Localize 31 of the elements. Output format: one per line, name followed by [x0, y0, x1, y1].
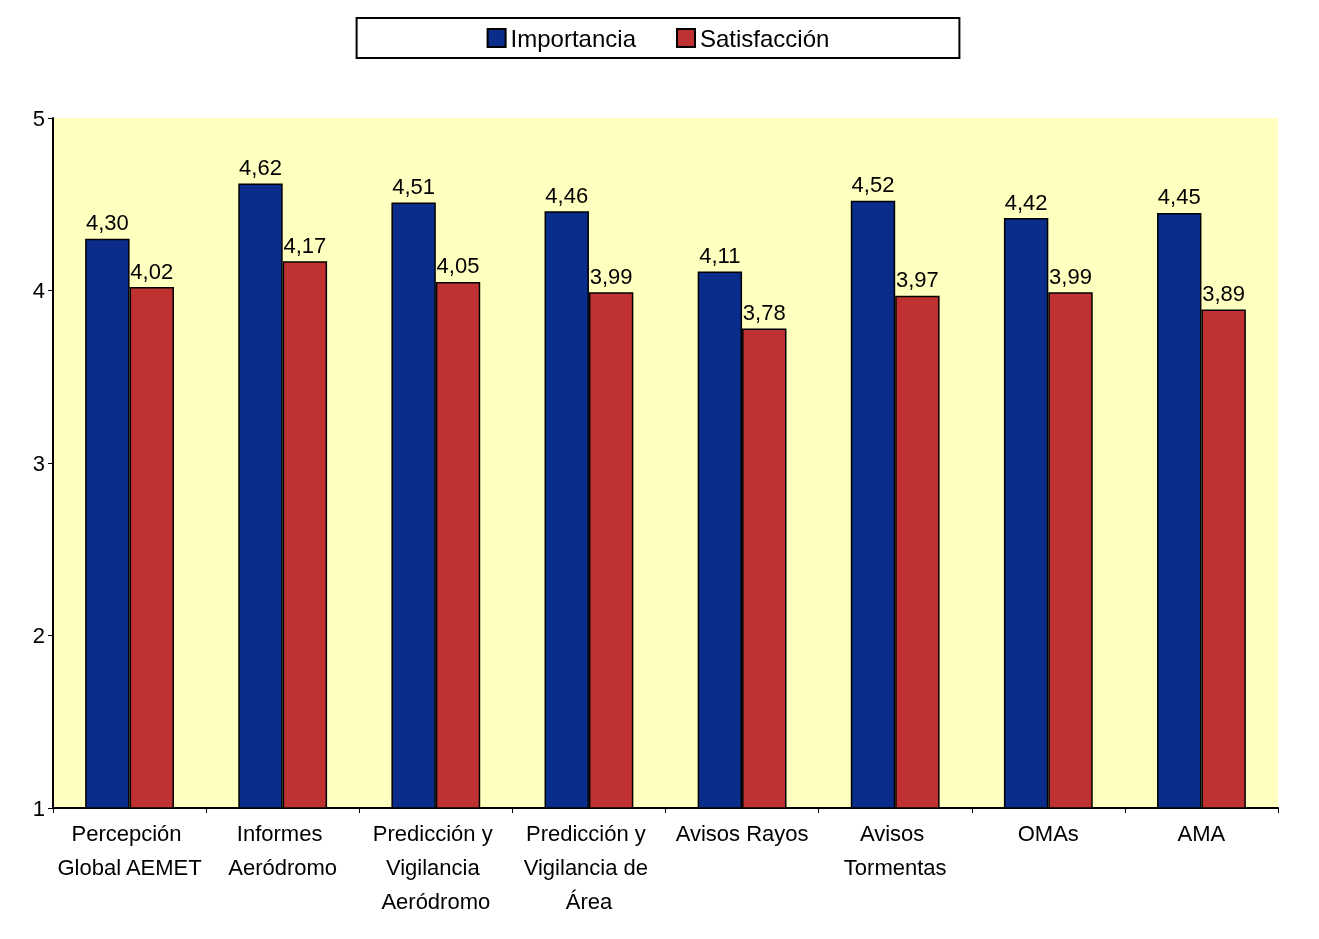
x-tick-label: Avisos Rayos [675, 820, 809, 846]
data-label: 4,46 [545, 182, 589, 208]
data-label: 4,62 [239, 155, 282, 181]
x-tick-label: Predicción y Vigilancia de Área [523, 820, 655, 914]
data-label: 4,45 [1157, 184, 1201, 210]
data-label: 3,99 [1049, 263, 1092, 289]
data-label: 3,78 [742, 299, 786, 325]
data-label: 4,05 [436, 253, 480, 279]
data-label: 4,11 [699, 243, 741, 269]
x-tick-label: OMAs [1017, 820, 1079, 846]
data-label: 3,97 [895, 267, 939, 293]
x-tick-label: Predicción y Vigilancia Aeródromo [372, 820, 499, 914]
x-tick-label: AMA [1177, 820, 1226, 846]
x-tick-label: Avisos Tormentas [843, 820, 947, 880]
legend-label: Satisfacción [700, 24, 830, 52]
data-label: 4,52 [851, 172, 895, 198]
data-label: 4,17 [283, 232, 327, 258]
y-tick-label: 5 [32, 105, 45, 131]
data-label: 3,99 [589, 263, 633, 289]
data-label: 4,30 [85, 210, 129, 236]
x-tick-label: Informes Aeródromo [228, 820, 338, 880]
y-tick-label: 3 [32, 450, 45, 476]
legend-label: Importancia [510, 24, 637, 52]
data-label: 3,89 [1202, 280, 1246, 306]
data-label: 4,02 [130, 258, 174, 284]
data-label: 4,51 [392, 174, 436, 200]
data-label: 4,42 [1004, 189, 1048, 215]
y-tick-label: 4 [32, 278, 45, 303]
y-tick-label: 2 [32, 623, 45, 648]
x-tick-label: Percepción Global AEMET [57, 820, 202, 880]
y-tick-label: 1 [32, 795, 45, 821]
